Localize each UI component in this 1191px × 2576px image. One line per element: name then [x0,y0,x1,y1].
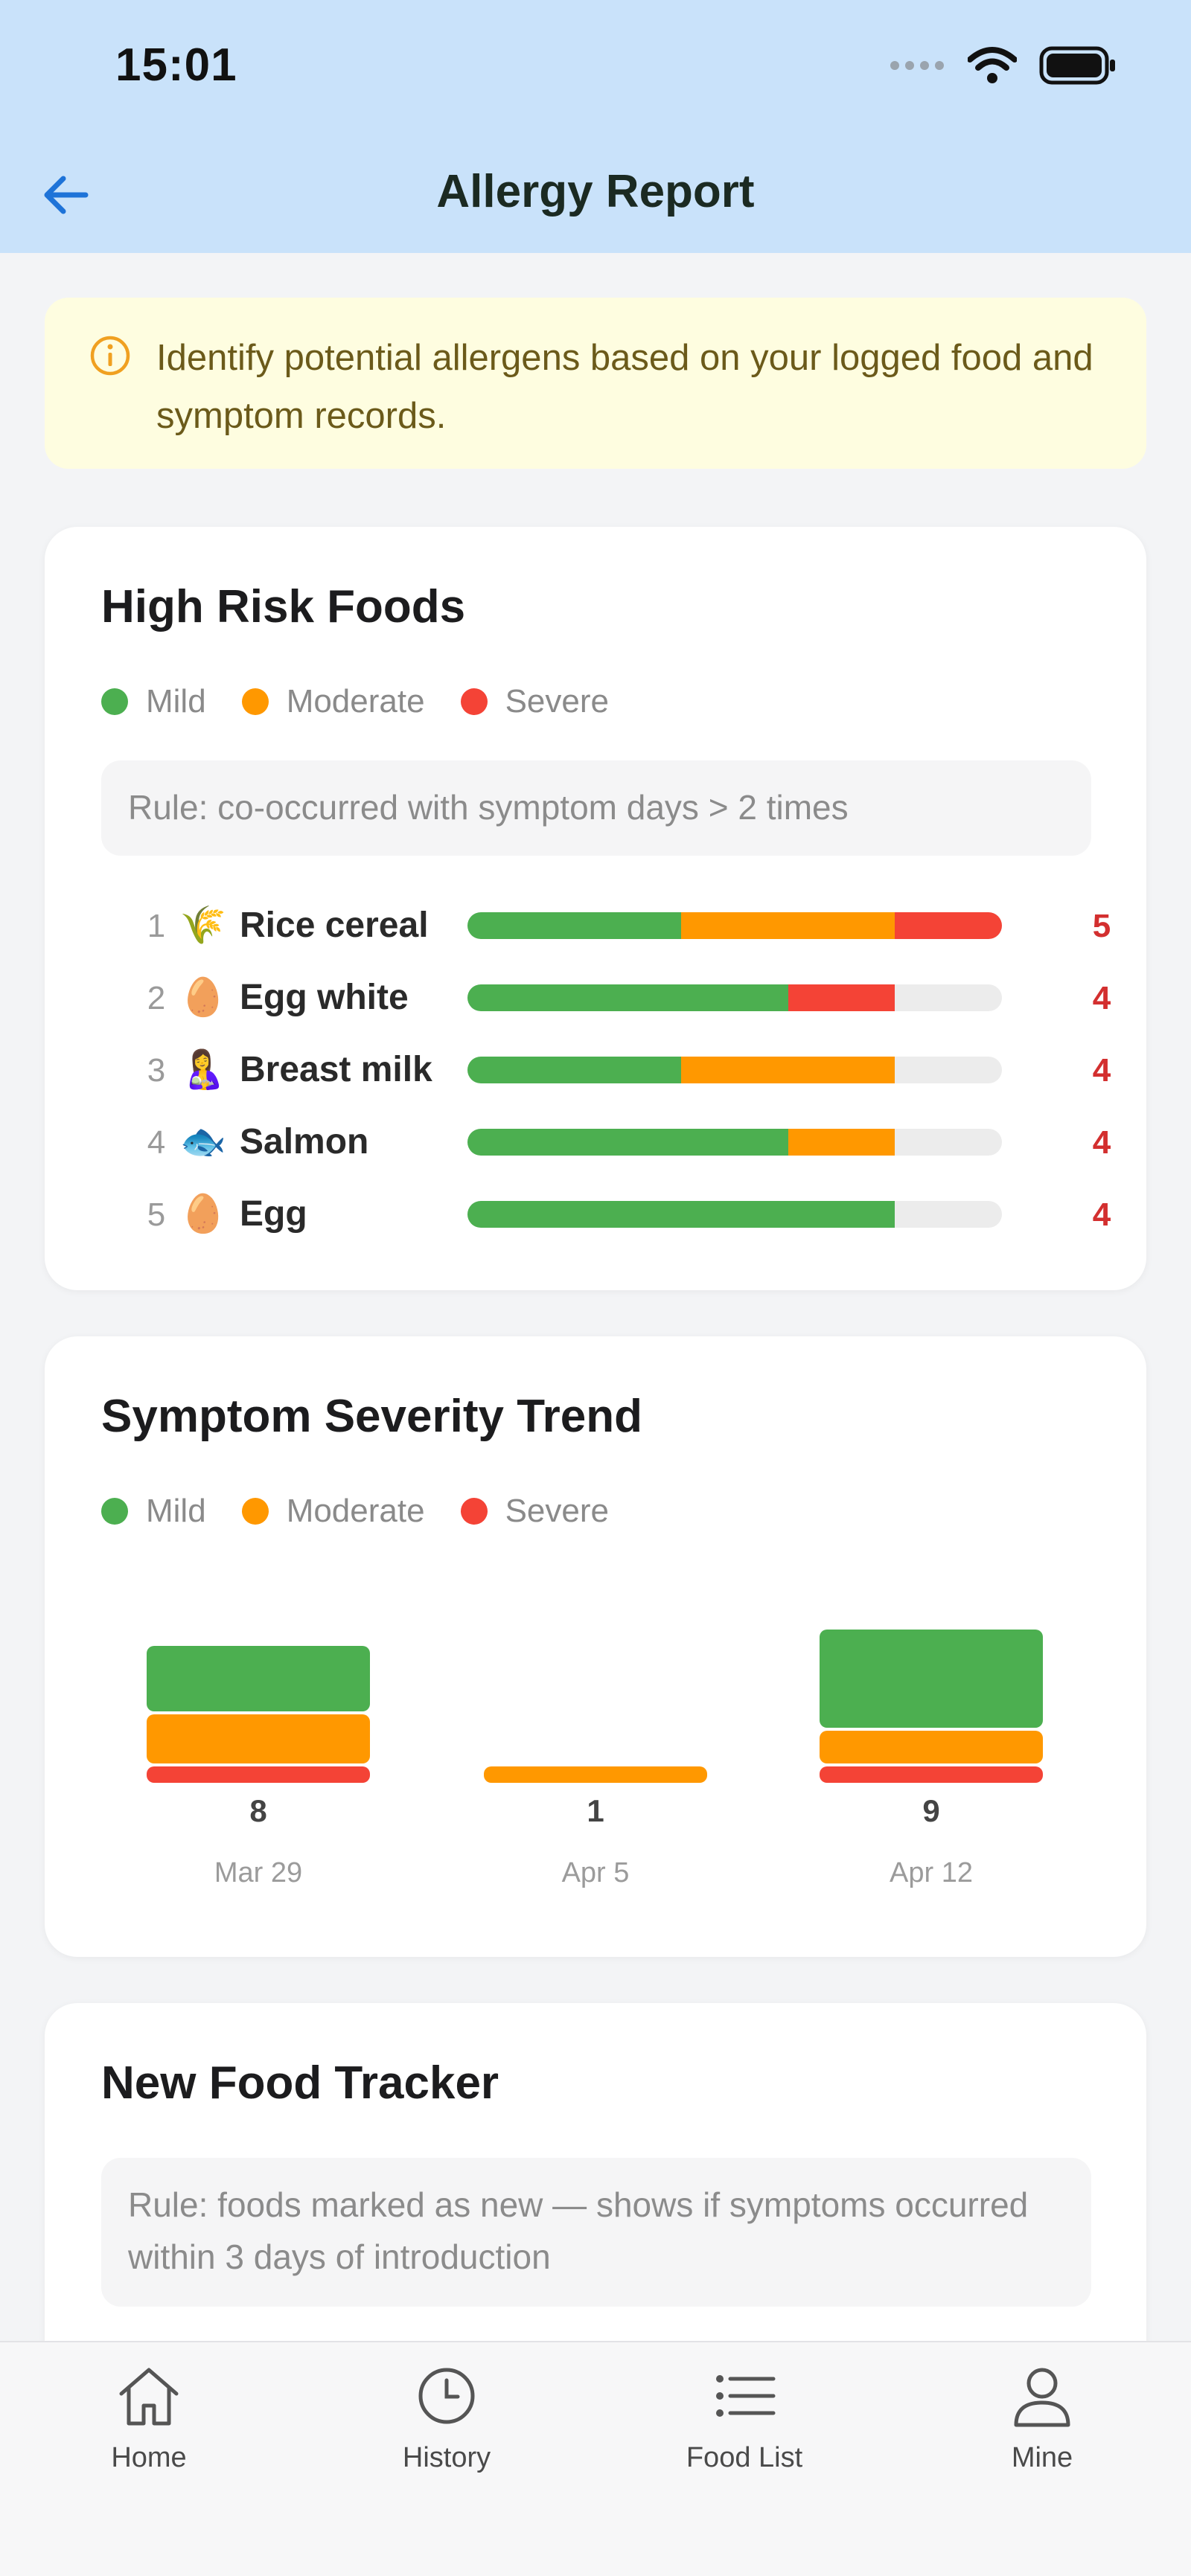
severity-bar-mild [467,912,682,939]
trend-bar-moderate [820,1731,1043,1763]
trend-total-label: 9 [922,1793,940,1828]
legend-severe: Severe [460,1493,609,1530]
new-food-title: New Food Tracker [101,2057,499,2109]
severity-bar-moderate [788,1129,895,1156]
severity-bar [467,1057,1002,1083]
high-risk-card: High Risk Foods Mild Moderate Severe Rul… [45,527,1146,1290]
tab-food-list[interactable]: Food List [648,2359,841,2474]
severity-bar [467,912,1002,939]
top-header: 15:01 Allergy Report [0,0,1191,253]
trend-card: Symptom Severity Trend Mild Moderate Sev… [45,1336,1146,1957]
user-icon [1014,2368,1070,2427]
wifi-icon [968,47,1017,83]
legend-moderate: Moderate [241,683,425,720]
trend-bar-mild [147,1646,370,1711]
risk-rank: 1 [147,908,166,944]
severity-bar-mild [467,1057,682,1083]
tab-mine-label: Mine [1011,2442,1073,2473]
trend-bar-mild [820,1630,1043,1728]
legend-severe: Severe [460,683,609,720]
food-emoji-icon: 🥚 [179,976,227,1018]
new-food-rule: Rule: foods marked as new — shows if sym… [101,2158,1091,2307]
food-emoji-icon: 🤱 [179,1048,227,1090]
severity-bar-moderate [681,912,895,939]
risk-count: 4 [1092,1196,1111,1233]
tab-history-label: History [402,2442,491,2473]
signal-icon [890,61,944,70]
high-risk-rule: Rule: co-occurred with symptom days > 2 … [101,760,1091,856]
severity-bar-mild [467,1201,895,1228]
legend-mild: Mild [101,683,206,720]
info-icon [90,336,130,376]
risk-count: 5 [1092,908,1111,944]
notice-text: Identify potential allergens based on yo… [156,338,1093,436]
risk-food-row[interactable]: 5 🥚 Egg 4 [45,1188,1146,1240]
trend-legend: Mild Moderate Severe [101,1493,609,1530]
food-name: Breast milk [240,1050,432,1089]
severity-bar [467,1129,1002,1156]
risk-rank: 4 [147,1124,166,1161]
risk-food-row[interactable]: 2 🥚 Egg white 4 [45,971,1146,1023]
food-name: Egg [240,1194,307,1234]
risk-rank: 3 [147,1052,166,1089]
risk-count: 4 [1092,1052,1111,1089]
trend-bar-severe [147,1766,370,1783]
tab-food-list-label: Food List [686,2442,803,2473]
trend-total-label: 8 [249,1793,267,1828]
risk-food-row[interactable]: 3 🤱 Breast milk 4 [45,1043,1146,1095]
back-button[interactable] [36,165,95,225]
legend-moderate: Moderate [241,1493,425,1530]
status-icons [889,46,1117,85]
tab-home[interactable]: Home [52,2359,246,2474]
home-icon [119,2368,179,2426]
high-risk-legend: Mild Moderate Severe [101,683,609,720]
risk-rank: 2 [147,980,166,1016]
trend-title: Symptom Severity Trend [101,1391,643,1442]
food-emoji-icon: 🥚 [179,1193,227,1234]
list-icon [716,2375,776,2417]
severity-bar-mild [467,984,788,1011]
battery-icon [1039,46,1115,85]
high-risk-title: High Risk Foods [101,581,466,632]
info-notice: Identify potential allergens based on yo… [45,298,1146,469]
legend-mild: Mild [101,1493,206,1530]
severity-bar [467,1201,1002,1228]
trend-bar-moderate [147,1714,370,1763]
tab-history[interactable]: History [350,2359,543,2474]
risk-food-row[interactable]: 4 🐟 Salmon 4 [45,1115,1146,1167]
tab-home-label: Home [111,2442,187,2473]
risk-count: 4 [1092,980,1111,1016]
severity-bar-severe [895,912,1002,939]
severity-bar-moderate [681,1057,895,1083]
severity-bar [467,984,1002,1011]
bottom-tab-bar: Home History Food List Mine [0,2341,1191,2576]
page-title: Allergy Report [436,166,755,217]
risk-count: 4 [1092,1124,1111,1161]
trend-date-label: Mar 29 [214,1857,303,1888]
clock-icon [418,2368,475,2424]
food-emoji-icon: 🐟 [179,1121,227,1162]
food-emoji-icon: 🌾 [179,904,227,946]
risk-rank: 5 [147,1196,166,1233]
arrow-left-icon [44,176,89,214]
risk-food-row[interactable]: 1 🌾 Rice cereal 5 [45,899,1146,951]
severity-bar-severe [788,984,895,1011]
trend-bar [820,1630,1043,1783]
trend-date-label: Apr 5 [561,1857,630,1888]
severity-bar-mild [467,1129,788,1156]
tab-mine[interactable]: Mine [945,2359,1139,2474]
food-name: Rice cereal [240,906,429,945]
trend-bar-severe [820,1766,1043,1783]
food-name: Egg white [240,978,409,1017]
trend-bar-moderate [484,1766,707,1783]
trend-total-label: 1 [587,1793,604,1828]
trend-date-label: Apr 12 [890,1857,973,1888]
food-name: Salmon [240,1122,369,1162]
trend-bar [147,1646,370,1783]
status-time: 15:01 [115,39,237,91]
trend-bar [484,1766,707,1783]
